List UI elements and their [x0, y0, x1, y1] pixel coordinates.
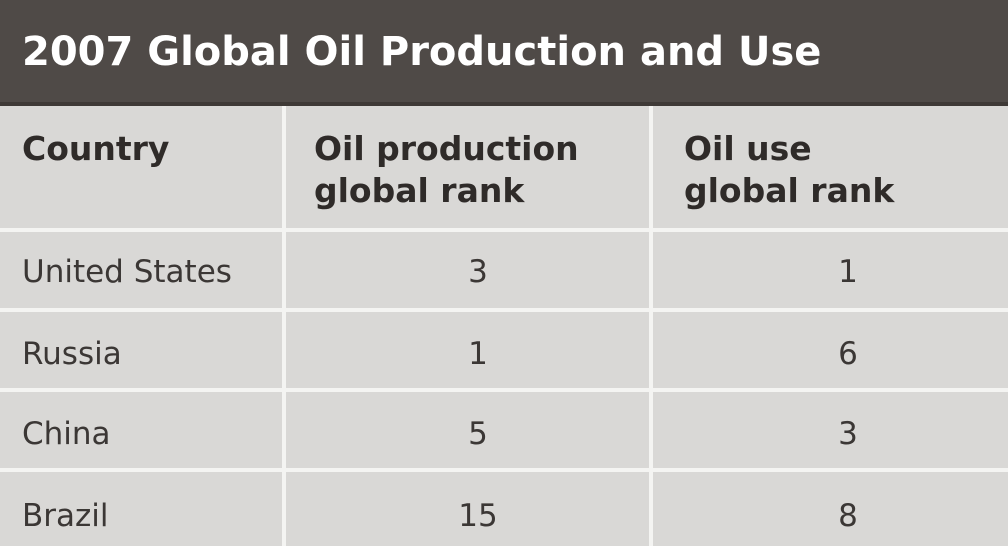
- column-header-country: Country: [22, 128, 169, 170]
- cell-country: Russia: [22, 336, 122, 372]
- header-line: Country: [22, 129, 170, 168]
- cell-use-rank: 3: [838, 416, 858, 452]
- row-divider: [0, 468, 1008, 472]
- row-divider: [0, 308, 1008, 312]
- cell-use-rank: 6: [838, 336, 858, 372]
- header-line: Oil use: [684, 129, 812, 168]
- column-header-oil-production: Oil production global rank: [314, 128, 579, 212]
- cell-use-rank: 1: [838, 254, 858, 290]
- header-line: global rank: [314, 171, 525, 210]
- row-divider: [0, 228, 1008, 232]
- header-line: global rank: [684, 171, 895, 210]
- cell-production-rank: 15: [458, 498, 498, 534]
- title-bar: 2007 Global Oil Production and Use: [0, 0, 1008, 106]
- cell-country: Brazil: [22, 498, 109, 534]
- cell-use-rank: 8: [838, 498, 858, 534]
- table-title: 2007 Global Oil Production and Use: [22, 29, 822, 75]
- header-line: Oil production: [314, 129, 579, 168]
- cell-country: United States: [22, 254, 232, 290]
- data-table: Country Oil production global rank Oil u…: [0, 106, 1008, 546]
- cell-country: China: [22, 416, 111, 452]
- cell-production-rank: 3: [468, 254, 488, 290]
- cell-production-rank: 5: [468, 416, 488, 452]
- column-header-oil-use: Oil use global rank: [684, 128, 894, 212]
- column-divider: [649, 106, 653, 546]
- column-divider: [282, 106, 286, 546]
- row-divider: [0, 388, 1008, 392]
- cell-production-rank: 1: [468, 336, 488, 372]
